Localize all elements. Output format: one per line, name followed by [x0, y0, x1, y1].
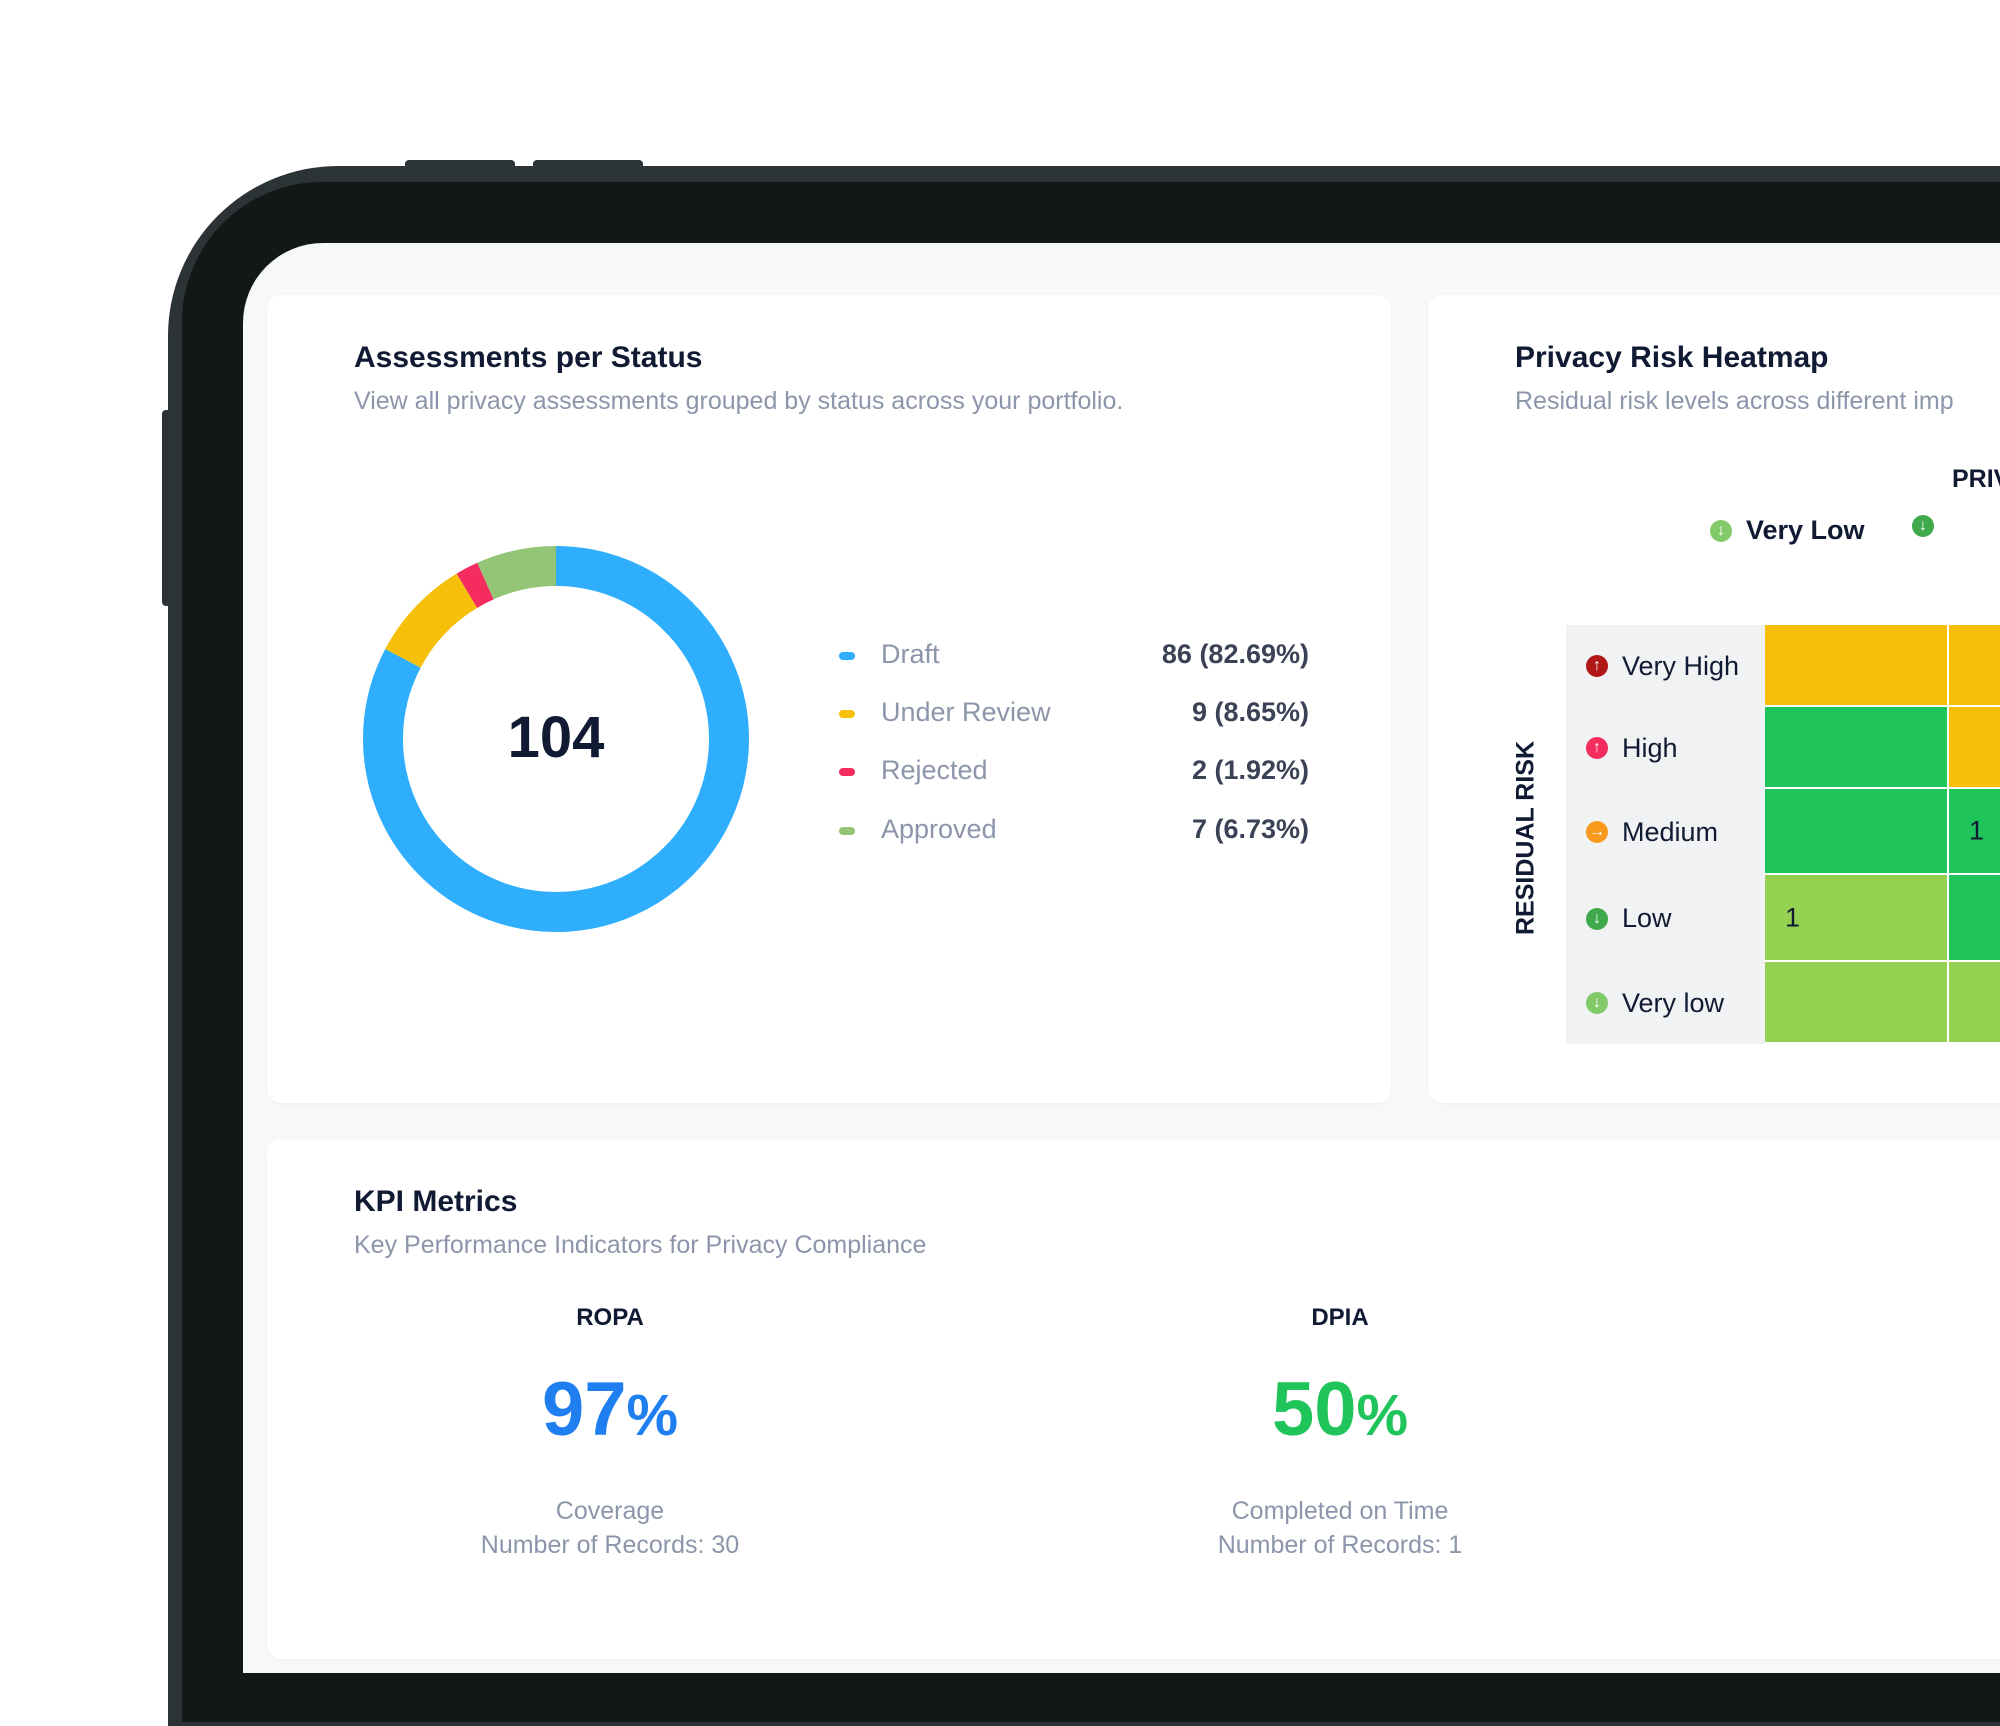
status-donut-chart: 104	[363, 546, 749, 932]
row-label-text: High	[1622, 732, 1678, 763]
row-label-text: Low	[1622, 903, 1672, 933]
legend-value: 2 (1.92%)	[1191, 755, 1309, 785]
privacy-axis-title: PRIV	[1952, 465, 2000, 493]
arrow-down-circle-icon: ↓	[1586, 992, 1608, 1014]
legend-swatch	[839, 827, 855, 835]
row-label-low: ↓ Low	[1566, 875, 1765, 962]
assessments-subtitle: View all privacy assessments grouped by …	[354, 387, 1124, 415]
arrow-down-circle-icon: ↓	[1912, 515, 1934, 537]
heatmap-cell[interactable]	[1949, 875, 2000, 962]
kpi-desc-label: Completed on Time	[1231, 1497, 1449, 1525]
legend-swatch	[839, 768, 855, 776]
arrow-down-circle-icon: ↓	[1710, 519, 1732, 542]
row-label-high: ↑ High	[1566, 707, 1765, 789]
kpi-number: 97	[541, 1367, 627, 1452]
kpi-records: Number of Records: 1	[1217, 1531, 1463, 1559]
kpi-value: 50%	[1080, 1372, 1600, 1448]
legend-item: Under Review 9 (8.65%)	[839, 693, 1309, 733]
legend-label: Draft	[881, 639, 940, 669]
heatmap-subtitle: Residual risk levels across different im…	[1515, 387, 1954, 415]
arrow-down-circle-icon: ↓	[1586, 907, 1608, 930]
legend-value: 86 (82.69%)	[1161, 639, 1309, 669]
heatmap-cell[interactable]	[1765, 707, 1949, 789]
kpi-subtitle: Key Performance Indicators for Privacy C…	[354, 1231, 927, 1259]
heatmap-cell[interactable]	[1949, 962, 2000, 1044]
heatmap-cell[interactable]	[1949, 625, 2000, 707]
residual-risk-axis-title: RESIDUAL RISK	[1511, 740, 1540, 936]
kpi-ropa: ROPA 97% Coverage Number of Records: 30	[350, 1304, 870, 1562]
kpi-description: Completed on Time Number of Records: 1	[1080, 1494, 1600, 1562]
device-side-button	[162, 410, 172, 606]
heatmap-cell[interactable]: 1	[1765, 875, 1949, 962]
row-label-very-low: ↓ Very low	[1566, 962, 1765, 1044]
legend-label: Under Review	[881, 697, 1051, 727]
heatmap-title: Privacy Risk Heatmap	[1515, 341, 1829, 374]
kpi-name: DPIA	[1311, 1304, 1369, 1331]
legend-item: Draft 86 (82.69%)	[839, 635, 1309, 675]
kpi-description: Coverage Number of Records: 30	[350, 1494, 870, 1562]
kpi-title: KPI Metrics	[354, 1185, 518, 1218]
assessments-title: Assessments per Status	[354, 341, 703, 374]
heatmap-cell-count: 1	[1969, 815, 1985, 846]
kpi-dpia: DPIA 50% Completed on Time Number of Rec…	[1080, 1304, 1600, 1562]
kpi-desc-label: Coverage	[555, 1497, 665, 1525]
legend-label: Approved	[881, 814, 997, 844]
device-power-button	[533, 160, 643, 170]
column-header-low: ↓	[1912, 515, 1948, 537]
column-header-very-low: ↓ Very Low	[1710, 515, 1865, 546]
legend-value: 7 (6.73%)	[1191, 814, 1309, 844]
device-volume-button	[405, 160, 515, 170]
legend-value: 9 (8.65%)	[1191, 697, 1309, 727]
legend-item: Approved 7 (6.73%)	[839, 810, 1309, 850]
row-label-text: Medium	[1622, 816, 1719, 847]
arrow-up-circle-icon: ↑	[1586, 655, 1608, 677]
row-label-medium: → Medium	[1566, 789, 1765, 875]
legend-swatch	[839, 710, 855, 718]
heatmap-cell-count: 1	[1785, 902, 1801, 932]
assessments-card: Assessments per Status View all privacy …	[267, 295, 1391, 1103]
kpi-name: ROPA	[576, 1304, 644, 1331]
legend-swatch	[839, 652, 855, 660]
heatmap-cell[interactable]	[1765, 625, 1949, 707]
row-label-text: Very High	[1622, 650, 1740, 681]
arrow-right-circle-icon: →	[1586, 821, 1608, 843]
kpi-number: 50	[1271, 1367, 1357, 1452]
legend-item: Rejected 2 (1.92%)	[839, 751, 1309, 791]
heatmap-cell[interactable]: 1	[1949, 789, 2000, 875]
heatmap-cell[interactable]	[1765, 789, 1949, 875]
kpi-card: KPI Metrics Key Performance Indicators f…	[267, 1139, 2000, 1659]
arrow-up-circle-icon: ↑	[1586, 737, 1608, 759]
kpi-records: Number of Records: 30	[480, 1531, 740, 1559]
row-label-very-high: ↑ Very High	[1566, 625, 1765, 707]
row-label-text: Very low	[1622, 987, 1725, 1018]
kpi-value: 97%	[350, 1372, 870, 1448]
kpi-unit: %	[1356, 1383, 1409, 1448]
legend-label: Rejected	[881, 755, 988, 785]
column-header-label: Very Low	[1746, 515, 1865, 545]
heatmap-cell[interactable]	[1949, 707, 2000, 789]
donut-segment-approved[interactable]	[363, 546, 749, 932]
heatmap-cell[interactable]	[1765, 962, 1949, 1044]
tablet-screen: Assessments per Status View all privacy …	[243, 243, 2000, 1673]
kpi-unit: %	[626, 1383, 679, 1448]
donut-total: 104	[508, 705, 605, 770]
heatmap-card: Privacy Risk Heatmap Residual risk level…	[1428, 295, 2000, 1103]
